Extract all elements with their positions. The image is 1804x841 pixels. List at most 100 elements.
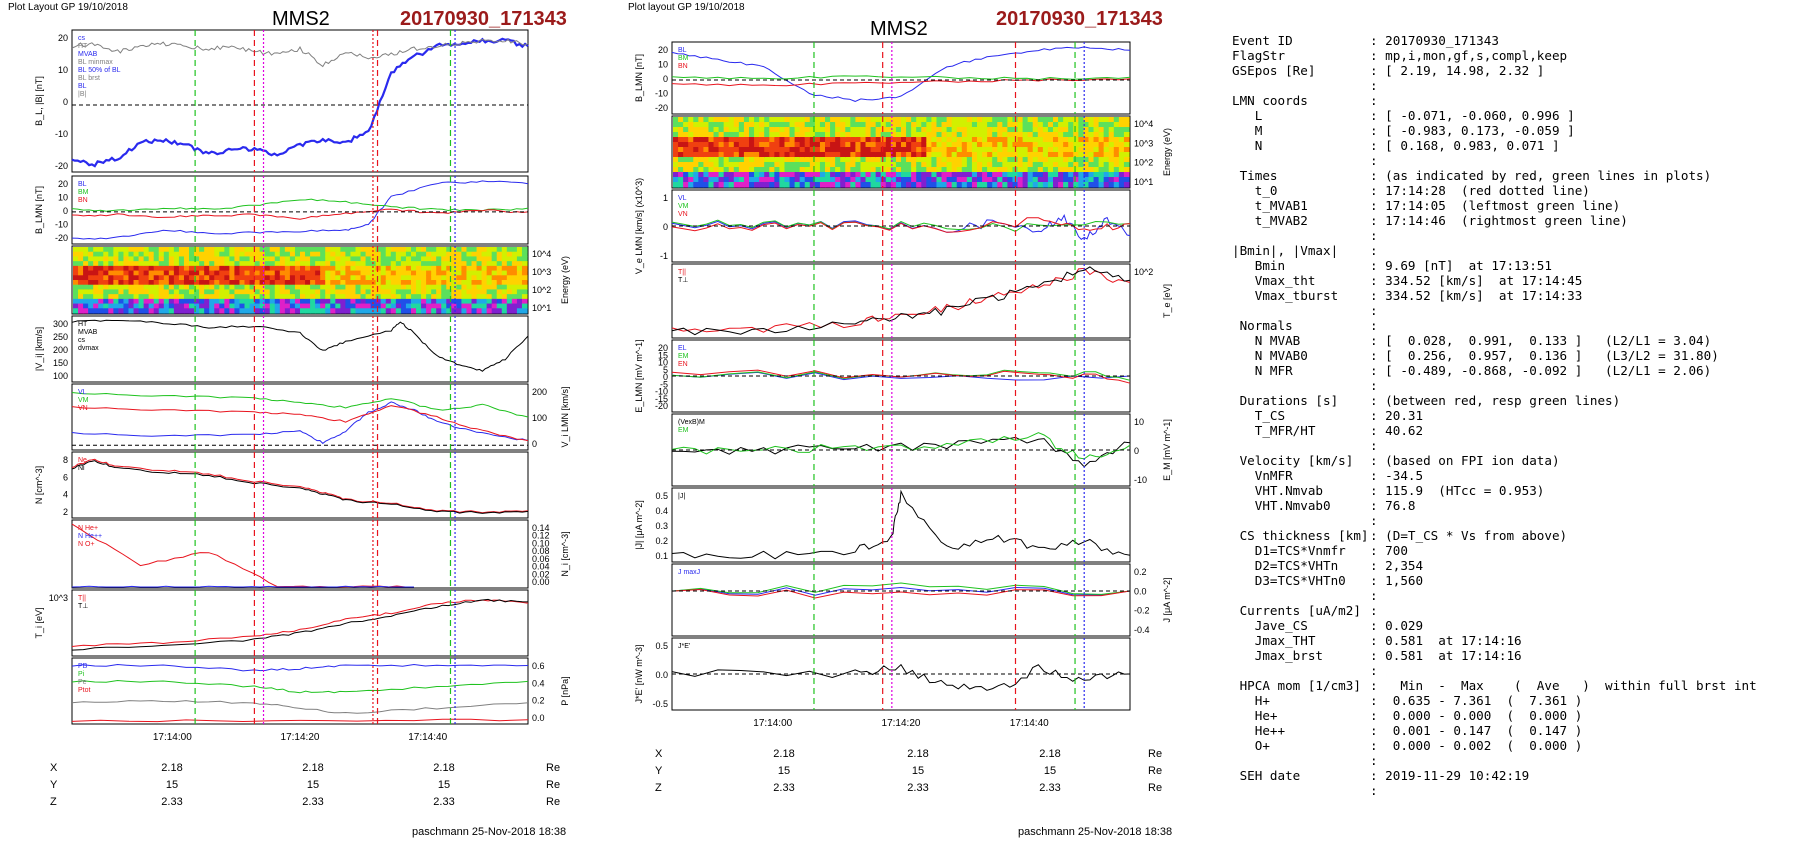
spectrogram-cell [906, 167, 912, 173]
spectrogram-cell [173, 256, 180, 262]
spectrogram-cell [451, 256, 457, 262]
y-axis-label: J [μA m^-2] [1162, 578, 1172, 623]
spectrogram-cell [516, 280, 523, 286]
spectrogram-cell [1047, 147, 1054, 153]
spectrogram-cell [98, 247, 104, 253]
spectrogram-cell [1053, 177, 1059, 183]
spectrogram-cell [885, 162, 892, 168]
spectrogram-cell [946, 162, 953, 168]
spectrogram-cell [1113, 142, 1120, 148]
spectrogram-cell [1113, 182, 1120, 188]
info-value: : 17:14:05 (leftmost green line) [1370, 198, 1621, 213]
spectrogram-cell [360, 289, 367, 295]
spectrogram-cell [946, 132, 953, 138]
info-key: CS thickness [km] [1232, 528, 1369, 543]
spectrogram-cell [300, 261, 306, 267]
spectrogram-cell [688, 122, 694, 128]
spectrogram-cell [158, 308, 165, 314]
spectrogram-cell [749, 127, 755, 133]
spectrogram-cell [789, 142, 796, 148]
spectrogram-cell [466, 280, 473, 286]
spectrogram-cell [421, 284, 427, 291]
spectrogram-cell [830, 137, 836, 143]
spectrogram-cell [764, 147, 770, 153]
spectrogram-cell [743, 167, 750, 173]
spectrogram-cell [148, 303, 155, 309]
spectrogram-cell [1022, 182, 1029, 188]
spectrogram-cell [410, 298, 417, 305]
spectrogram-cell [840, 117, 846, 123]
spectrogram-cell [784, 162, 791, 168]
spectrogram-cell [204, 265, 210, 272]
y-tick-label: 0.08 [532, 546, 550, 556]
spectrogram-cell [784, 157, 791, 163]
spectrogram-cell [1098, 117, 1105, 123]
legend-label: J maxJ [678, 569, 700, 576]
spectrogram-cell [860, 117, 867, 123]
spectrogram-cell [511, 298, 518, 305]
spectrogram-cell [1118, 162, 1125, 168]
spectrogram-cell [1007, 122, 1014, 128]
spectrogram-cell [784, 132, 791, 138]
spectrogram-cell [825, 162, 831, 168]
spectrogram-cell [916, 137, 922, 143]
spectrogram-cell [511, 289, 518, 295]
info-value: : [ 0.028, 0.991, 0.133 ] (L2/L1 = 3.04) [1370, 333, 1712, 348]
spectrogram-cell [814, 167, 821, 173]
spectrogram-cell [1113, 137, 1120, 143]
spectrogram-cell [901, 142, 907, 148]
info-row: : [1232, 228, 1757, 243]
spectrogram-cell [982, 132, 988, 138]
spectrogram-cell [426, 270, 432, 276]
spectrogram-cell [73, 256, 79, 262]
spectrogram-cell [163, 247, 170, 253]
spectrogram-cell [380, 275, 387, 281]
y-tick-label: 0.1 [655, 551, 668, 561]
spectrogram-cell [330, 261, 336, 267]
spectrogram-cell [845, 132, 851, 138]
spectrogram-cell [789, 152, 796, 158]
spectrogram-cell [926, 172, 932, 178]
spectrogram-cell [521, 289, 528, 295]
spectrogram-cell [405, 251, 412, 258]
spectrogram-cell [1007, 147, 1014, 153]
spectrogram-cell [1103, 162, 1110, 168]
spectrogram-cell [103, 261, 109, 267]
spectrogram-cell [476, 270, 483, 276]
spectrogram-cell [229, 289, 236, 295]
info-key: VHT.Nmvab0 [1232, 498, 1331, 513]
spectrogram-cell [486, 251, 493, 258]
spectrogram-cell [977, 152, 983, 158]
spectrogram-cell [1002, 137, 1008, 143]
spectrogram-cell [476, 308, 483, 314]
spectrogram-cell [305, 247, 311, 253]
spectrogram-cell [476, 303, 483, 309]
spectrogram-cell [416, 280, 422, 286]
spectrogram-cell [163, 256, 170, 262]
spectrogram-cell [683, 162, 689, 168]
spectrogram-cell [713, 142, 720, 148]
y-tick-label: 20 [658, 45, 668, 55]
spectrogram-cell [516, 294, 523, 300]
spectrogram-cell [1022, 147, 1029, 153]
spectrogram-cell [395, 261, 402, 267]
spectrogram-cell [1108, 132, 1115, 138]
spectrogram-cell [799, 142, 806, 148]
spectrogram-cell [269, 275, 276, 281]
spectrogram-cell [289, 256, 296, 262]
series-line-J*E' [671, 663, 1131, 691]
spectrogram-cell [956, 172, 963, 178]
spectrogram-cell [901, 147, 907, 153]
info-value: : [1370, 783, 1378, 798]
spectrogram-cell [431, 270, 437, 276]
spectrogram-cell [451, 289, 457, 295]
spectrogram-cell [168, 294, 175, 300]
spectrogram-cell [703, 172, 710, 178]
spectrogram-cell [214, 275, 220, 281]
spectrogram-cell [723, 122, 730, 128]
spectrogram-cell [93, 265, 99, 272]
spectrogram-cell [982, 137, 988, 143]
spectrogram-cell [703, 167, 710, 173]
spectrogram-cell [916, 162, 922, 168]
spectrogram-cell [1027, 177, 1034, 183]
